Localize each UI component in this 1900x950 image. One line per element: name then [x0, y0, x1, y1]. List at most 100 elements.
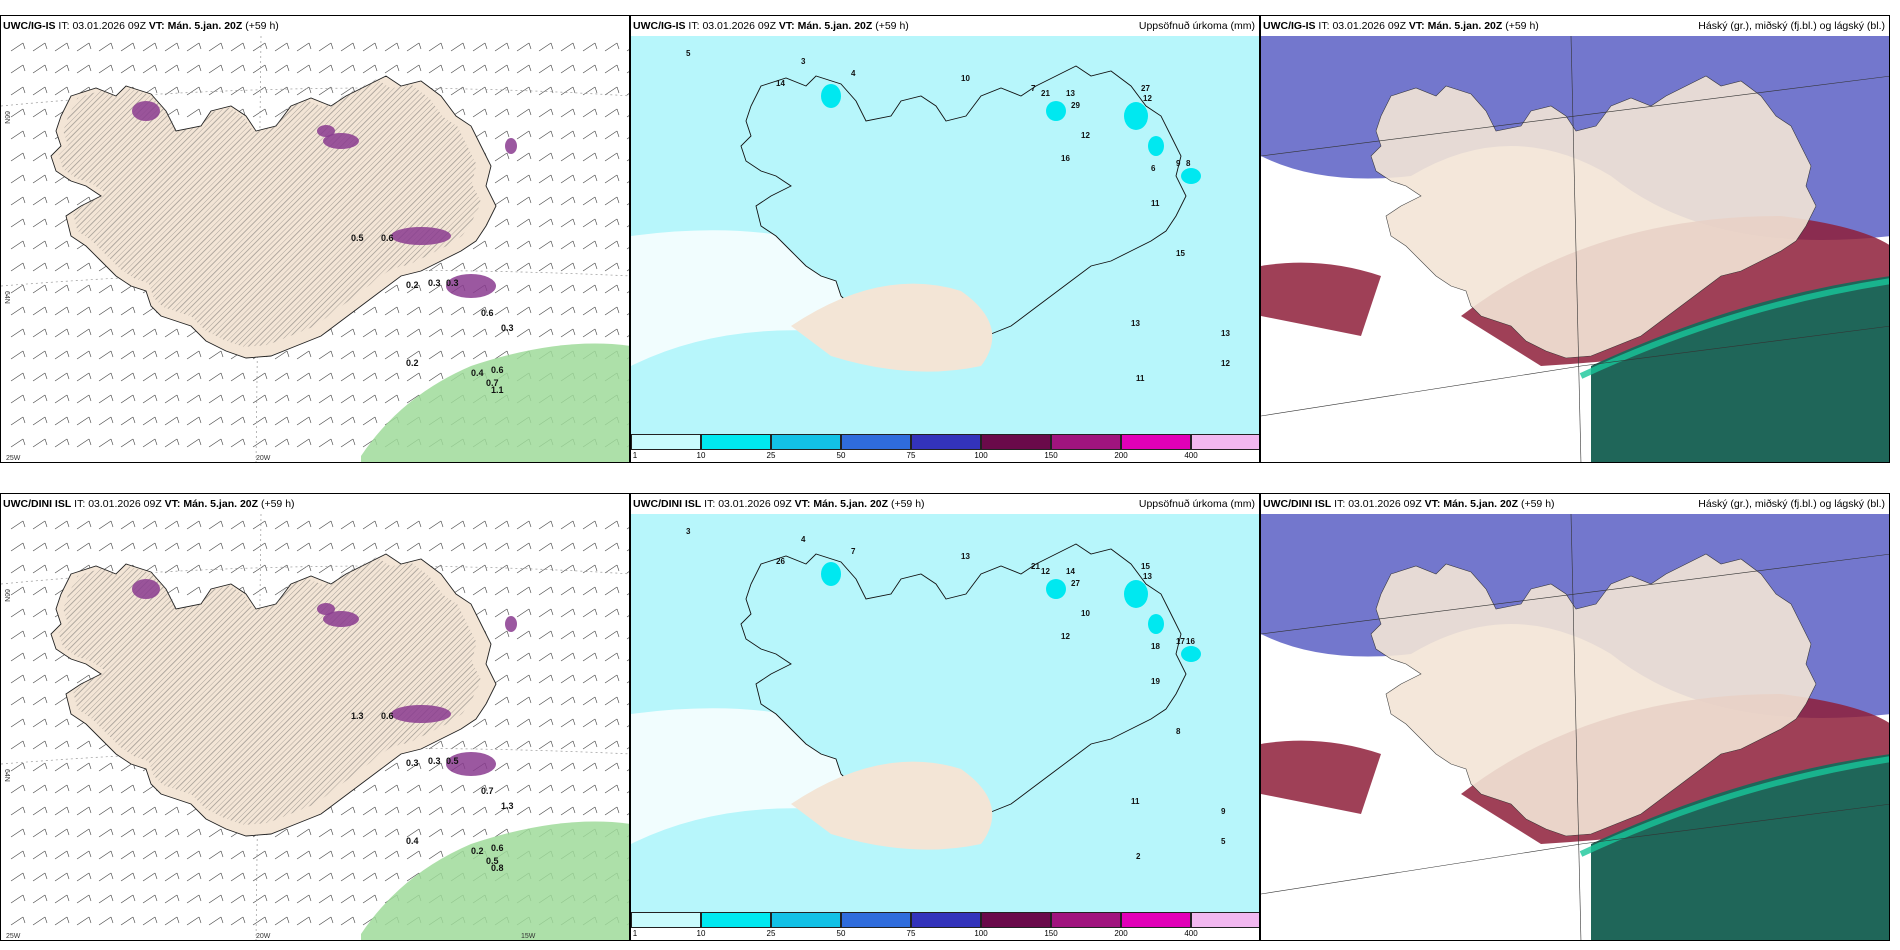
snow-patch: [446, 752, 496, 776]
graticule-line: [1261, 553, 1889, 635]
panel-row2-cloud: UWC/DINI ISL IT: 03.01.2026 09Z VT: Mán.…: [1260, 493, 1890, 941]
lat-label: 64N: [3, 291, 10, 304]
precip-value-label: 9: [1176, 159, 1181, 168]
colorbar-tick-label: 400: [1184, 929, 1198, 938]
precip-value-label: 5: [1221, 837, 1226, 846]
precip-value-label: 10: [1081, 609, 1090, 618]
heavy-precip-patch: [1148, 136, 1164, 156]
precip-value-label: 5: [686, 49, 691, 58]
precip-title: Uppsöfnuð úrkoma (mm): [1138, 498, 1255, 510]
map-value-label: 0.7: [486, 378, 499, 388]
colorbar-tick-label: 200: [1114, 929, 1128, 938]
graticule-line: [1261, 325, 1889, 417]
precip-value-label: 7: [1031, 84, 1036, 93]
snow-patch: [323, 133, 359, 149]
iceland-land: [1370, 553, 1817, 837]
colorbar-tick-label: 400: [1184, 451, 1198, 460]
colorbar-tick-label: 100: [974, 929, 988, 938]
precip-value-label: 12: [1081, 131, 1090, 140]
snow-patch: [391, 705, 451, 723]
colorbar-swatch: [841, 912, 911, 928]
heavy-precip-patch: [821, 562, 841, 586]
mid-cloud-area: [1261, 262, 1381, 336]
heavy-precip-patch: [821, 84, 841, 108]
precip-value-label: 3: [801, 57, 806, 66]
map-value-label: 1.3: [351, 711, 364, 721]
lat-label: 66N: [3, 589, 10, 602]
precip-value-label: 13: [1221, 329, 1230, 338]
colorbar-tick-label: 50: [836, 451, 846, 460]
wind-map[interactable]: 0.3 0.3 0.50.40.71.30.60.50.80.21.3 0.666N6…: [1, 514, 630, 941]
map-value-label: 0.3: [406, 758, 419, 768]
colorbar-tick-label: 75: [906, 451, 916, 460]
precip-value-label: 13: [1066, 89, 1075, 98]
colorbar-swatch: [631, 434, 701, 450]
panel-row1-wind: UWC/IG-IS IT: 03.01.2026 09Z VT: Mán. 5.…: [0, 15, 630, 463]
cloud-map[interactable]: [1261, 36, 1890, 463]
precip-value-label: 11: [1136, 374, 1145, 383]
precip-value-label: 16: [1061, 154, 1070, 163]
snow-patch: [317, 603, 335, 615]
lat-label: 64N: [3, 769, 10, 782]
panel-header: UWC/DINI ISL IT: 03.01.2026 09Z VT: Mán.…: [1, 494, 629, 514]
panel-row1-cloud: UWC/IG-IS IT: 03.01.2026 09Z VT: Mán. 5.…: [1260, 15, 1890, 463]
precip-value-label: 8: [1176, 727, 1181, 736]
graticule-lat: [1, 87, 629, 107]
precip-value-label: 16: [1186, 637, 1195, 646]
colorbar-tick-label: 150: [1044, 929, 1058, 938]
lon-label: 20W: [256, 933, 271, 940]
heavy-precip-patch: [1181, 168, 1201, 184]
map-value-label: 0.6: [381, 711, 394, 721]
colorbar-tick-label: 100: [974, 451, 988, 460]
precip-value-label: 27: [1141, 84, 1150, 93]
colorbar-tick-label: 150: [1044, 451, 1058, 460]
lon-label: 15W: [521, 933, 536, 940]
precip-value-label: 13: [961, 552, 970, 561]
wind-map[interactable]: 0.2 0.3 0.3 0.2 0.6 0.3 0.6 0.71.1 0.4 0.5 0.6 66N 6…: [1, 36, 630, 463]
map-value-label: 0.7: [481, 786, 494, 796]
colorbar-swatch: [911, 434, 981, 450]
map-value-label: 0.3: [446, 278, 459, 288]
precip-value-label: 14: [776, 79, 785, 88]
precip-value-label: 13: [1143, 572, 1152, 581]
heavy-precip-patch: [1124, 102, 1148, 130]
map-value-label: 0.8: [491, 863, 504, 873]
colorbar-swatch: [911, 912, 981, 928]
colorbar-swatch: [1191, 912, 1259, 928]
colorbar-swatch: [841, 434, 911, 450]
colorbar-tick-label: 75: [906, 929, 916, 938]
heavy-precip-patch: [1148, 614, 1164, 634]
dry-land: [791, 761, 993, 850]
snow-patch: [132, 101, 160, 121]
colorbar-tick-label: 1: [632, 451, 638, 460]
heavy-precip-patch: [1046, 579, 1066, 599]
colorbar-swatch: [631, 912, 701, 928]
cloud-map[interactable]: [1261, 514, 1890, 941]
precip-value-label: 2: [1136, 852, 1141, 861]
precip-value-label: 11: [1131, 797, 1140, 806]
map-value-label: 0.5: [486, 856, 499, 866]
map-value-label: 0.5: [446, 756, 459, 766]
precip-value-label: 17: [1176, 637, 1185, 646]
precip-value-label: 4: [801, 535, 806, 544]
precip-value-label: 29: [1071, 101, 1080, 110]
cloud-title: Háský (gr.), miðský (fj.bl.) og lágský (…: [1698, 498, 1885, 510]
map-value-label: 0.2: [471, 846, 484, 856]
colorbar-swatch: [771, 434, 841, 450]
colorbar-tick-label: 25: [766, 929, 776, 938]
hatch-overlay: [58, 79, 482, 347]
precip-value-label: 7: [851, 547, 856, 556]
precip-value-label: 8: [1186, 159, 1191, 168]
map-value-label: 0.5: [351, 233, 364, 243]
colorbar-tick-label: 50: [836, 929, 846, 938]
map-value-label: 0.6: [481, 308, 494, 318]
colorbar-tick-label: 10: [696, 451, 706, 460]
panel-header: UWC/DINI ISL IT: 03.01.2026 09Z VT: Mán.…: [631, 494, 1259, 514]
graticule-line: [1570, 514, 1582, 940]
precip-area: [361, 343, 629, 462]
precip-colorbar: 1 10 25 50 75 100 150 200 400: [631, 912, 1259, 940]
precip-value-label: 18: [1151, 642, 1160, 651]
precip-value-label: 9: [1221, 807, 1226, 816]
